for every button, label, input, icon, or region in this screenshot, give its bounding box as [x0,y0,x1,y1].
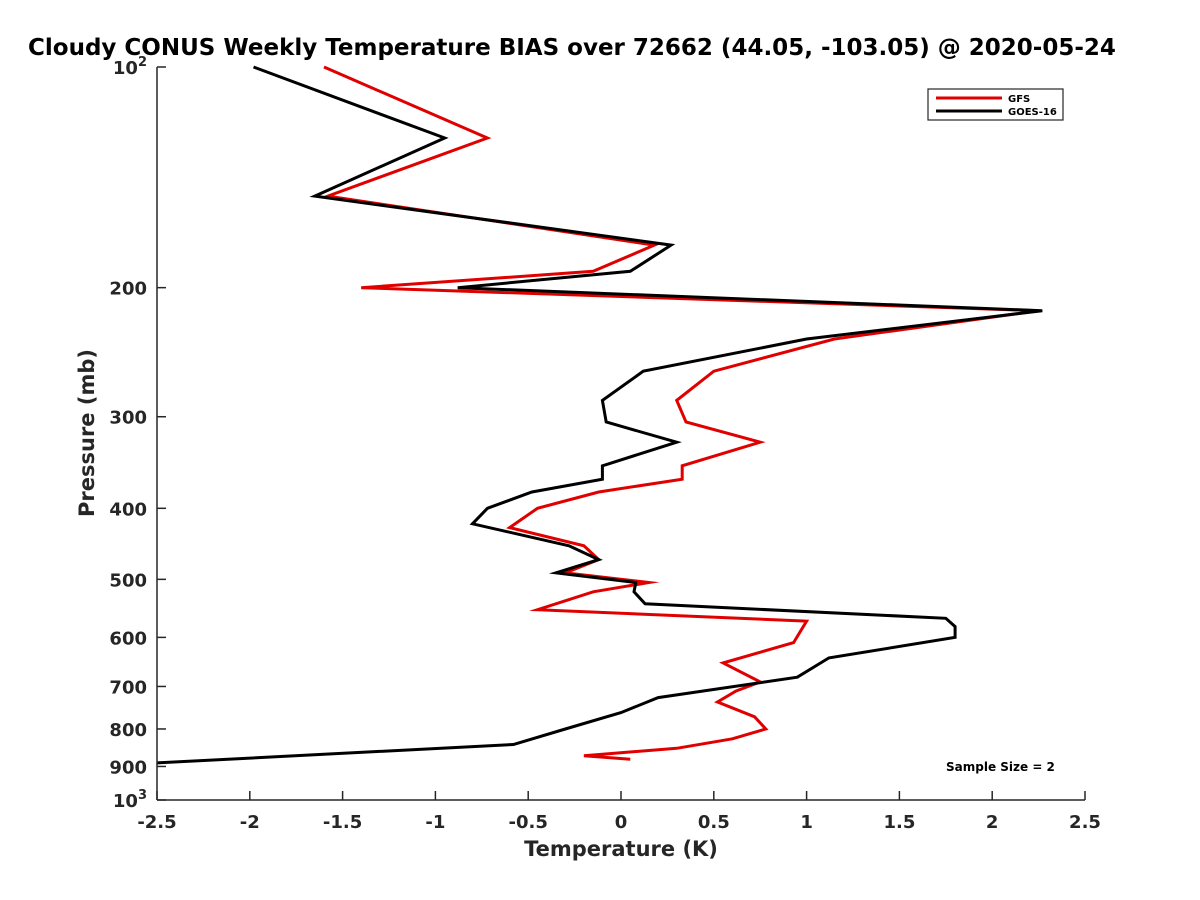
y-tick-label: 600 [109,628,147,649]
chart-title: Cloudy CONUS Weekly Temperature BIAS ove… [28,35,1116,61]
y-tick-label: 103 [113,788,147,812]
y-tick-label-exponent: 3 [138,788,147,803]
series-layer [156,65,1043,765]
y-tick-label: 500 [109,570,147,591]
legend-label: GOES-16 [1008,107,1057,118]
plot-area: -2.5 -2 -1.5 -1 -0.5 0 0.5 1 1.5 2 2.5 10220030040… [109,55,1101,833]
y-tick-label-base: 300 [109,408,147,429]
legend-label: GFS [1008,94,1030,105]
legend-items: GFS GOES-16 [936,94,1057,118]
x-tick-label: -1.5 [323,812,362,833]
y-tick-label-base: 10 [113,791,138,812]
x-tick-label: 1.5 [883,812,915,833]
y-tick-label: 102 [113,55,147,79]
x-tick-label: -0.5 [509,812,548,833]
y-tick-label-base: 500 [109,570,147,591]
y-tick-label: 700 [109,677,147,698]
x-ticks: -2.5 -2 -1.5 -1 -0.5 0 0.5 1 1.5 2 2.5 [137,791,1101,833]
y-tick-label: 900 [109,757,147,778]
y-tick-label-base: 400 [109,499,147,520]
series-line-goes-16 [156,65,1043,765]
y-tick-label-base: 900 [109,757,147,778]
x-tick-label: 2.5 [1069,812,1101,833]
y-tick-label-base: 10 [113,58,138,79]
axes-background [157,67,1085,800]
x-tick-label: 1 [800,812,813,833]
y-tick-label: 200 [109,279,147,300]
y-tick-label-base: 800 [109,720,147,741]
legend-box [927,88,1064,121]
legend: GFS GOES-16 [927,88,1064,121]
x-axis-label: Temperature (K) [524,837,718,861]
y-tick-label-base: 700 [109,677,147,698]
y-tick-label: 400 [109,499,147,520]
y-axis-label: Pressure (mb) [75,349,99,517]
y-tick-label: 800 [109,720,147,741]
y-tick-label-base: 600 [109,628,147,649]
y-tick-label: 300 [109,408,147,429]
sample-size-annotation: Sample Size = 2 [946,760,1055,774]
x-tick-label: -2 [240,812,260,833]
x-tick-label: -2.5 [137,812,176,833]
y-tick-label-exponent: 2 [138,55,147,70]
x-tick-label: -1 [425,812,445,833]
x-tick-label: 0 [615,812,628,833]
y-tick-label-base: 200 [109,279,147,300]
x-tick-label: 2 [986,812,999,833]
x-tick-label: 0.5 [698,812,730,833]
